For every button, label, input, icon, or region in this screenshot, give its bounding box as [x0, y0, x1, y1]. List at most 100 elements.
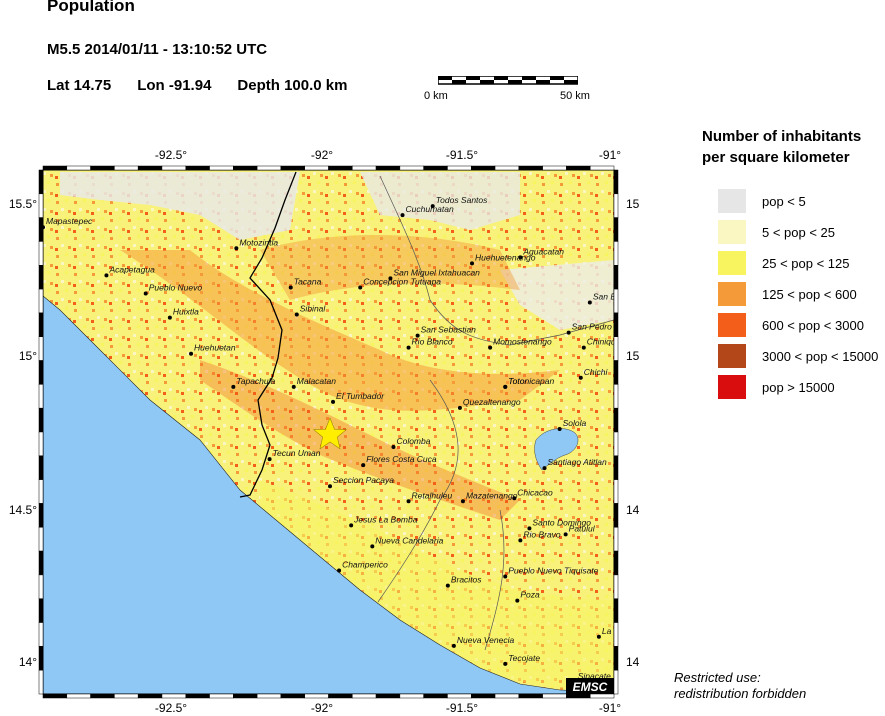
city-label: Rio Bravo — [523, 529, 561, 539]
city-marker[interactable] — [515, 598, 520, 603]
city-marker[interactable] — [406, 499, 411, 504]
city-marker[interactable] — [349, 523, 354, 528]
lake-atitlan — [534, 428, 579, 471]
city-marker[interactable] — [328, 484, 333, 489]
frame-tick — [38, 574, 44, 599]
legend-label: pop < 5 — [762, 193, 806, 209]
coastal-plain — [260, 480, 614, 690]
city-marker[interactable] — [563, 532, 568, 537]
frame-tick — [38, 407, 44, 433]
city-marker[interactable] — [512, 496, 517, 501]
city-marker[interactable] — [518, 255, 523, 260]
city-marker[interactable] — [488, 345, 493, 350]
city-marker[interactable] — [460, 499, 465, 504]
city-marker[interactable] — [388, 276, 393, 281]
frame-tick — [352, 693, 377, 699]
usage-notice-line2: redistribution forbidden — [674, 686, 807, 701]
department-boundary — [379, 175, 614, 346]
legend-title-line1: Number of inhabitants — [702, 128, 862, 145]
axis-label-bottom: -91.5° — [446, 701, 478, 715]
axis-label-right: 14.5° — [626, 503, 640, 517]
city-marker[interactable] — [430, 204, 435, 209]
frame-tick — [494, 693, 520, 699]
city-label: Concepcion Tutuapa — [363, 276, 441, 286]
frame-tick — [423, 165, 448, 171]
frame-tick — [613, 574, 619, 599]
frame-tick — [423, 693, 448, 699]
city-marker[interactable] — [503, 384, 508, 389]
legend-swatch — [718, 313, 746, 337]
city-marker[interactable] — [361, 463, 366, 468]
city-marker[interactable] — [337, 568, 342, 573]
city-marker[interactable] — [415, 333, 420, 338]
city-marker[interactable] — [231, 384, 236, 389]
city-label: Todos Santos — [436, 195, 488, 205]
frame-tick — [42, 693, 68, 699]
city-label: Colomba — [396, 436, 430, 446]
frame-tick — [38, 193, 44, 218]
city-label: Pueblo Nuevo — [149, 282, 203, 292]
city-marker[interactable] — [542, 466, 547, 471]
city-marker[interactable] — [391, 445, 396, 450]
city-marker[interactable] — [294, 312, 299, 317]
frame-tick — [304, 693, 329, 699]
city-marker[interactable] — [581, 345, 586, 350]
frame-tick — [38, 217, 44, 242]
frame-tick — [589, 165, 615, 171]
city-marker[interactable] — [291, 384, 296, 389]
frame-tick — [38, 431, 44, 457]
city-label: Champerico — [342, 560, 388, 570]
city-marker[interactable] — [370, 544, 375, 549]
pacific-ocean — [43, 295, 614, 694]
city-marker[interactable] — [104, 273, 109, 278]
frame-tick — [494, 165, 520, 171]
city-marker[interactable] — [451, 643, 456, 648]
city-marker[interactable] — [470, 261, 475, 266]
city-marker[interactable] — [518, 538, 523, 543]
frame-tick — [613, 527, 619, 552]
frame-tick — [38, 646, 44, 671]
frame-tick — [114, 165, 139, 171]
city-label: Sibinal — [300, 304, 327, 314]
frame-tick — [90, 165, 115, 171]
city-marker[interactable] — [358, 285, 363, 290]
event-info: M5.5 2014/01/11 - 13:10:52 UTC — [47, 41, 268, 58]
city-marker[interactable] — [503, 661, 508, 666]
epicenter-star[interactable] — [313, 417, 348, 450]
city-marker[interactable] — [566, 330, 571, 335]
frame-tick — [352, 165, 377, 171]
city-marker[interactable] — [587, 300, 592, 305]
city-label: Quezaltenango — [463, 397, 521, 407]
city-marker[interactable] — [400, 213, 405, 218]
low-density-zone — [60, 172, 300, 240]
legend-title: Number of inhabitants per square kilomet… — [702, 126, 861, 168]
city-marker[interactable] — [167, 315, 172, 320]
city-marker[interactable] — [234, 246, 239, 251]
city-marker[interactable] — [331, 399, 336, 404]
city-marker[interactable] — [457, 405, 462, 410]
emsc-logo: EMSC — [573, 680, 608, 694]
city-marker[interactable] — [267, 457, 272, 462]
city-marker[interactable] — [578, 375, 583, 380]
frame-tick — [38, 336, 44, 361]
city-marker[interactable] — [557, 426, 562, 431]
city-label: Huehuetenango — [475, 252, 536, 262]
city-marker[interactable] — [143, 291, 148, 296]
population-map[interactable]: Mapastepec Motozintla Todos SantosCuchumat… — [0, 0, 640, 716]
legend-item: pop < 5 — [718, 189, 806, 213]
city-marker[interactable] — [189, 351, 194, 356]
frame-tick — [613, 479, 619, 504]
frame-tick — [66, 165, 91, 171]
city-marker[interactable] — [288, 285, 293, 290]
city-marker[interactable] — [503, 574, 508, 579]
city-marker[interactable] — [527, 526, 532, 531]
city-marker[interactable] — [596, 634, 601, 639]
axis-label-right: 15° — [626, 349, 640, 363]
city-marker[interactable] — [445, 583, 450, 588]
city-marker[interactable] — [406, 345, 411, 350]
frame-tick — [613, 431, 619, 457]
city-label: Chiniquez — [587, 337, 626, 347]
city-label: Patulul — [569, 523, 596, 533]
high-density-belt — [200, 360, 520, 520]
city-label: Momostenango — [493, 337, 552, 347]
